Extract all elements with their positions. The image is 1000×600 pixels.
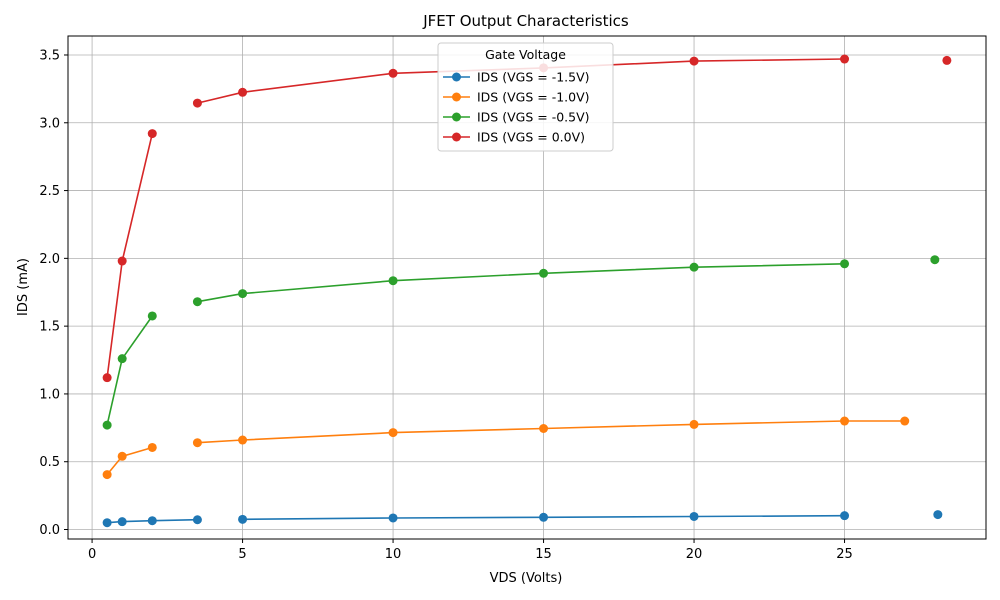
data-point — [192, 297, 202, 307]
x-axis-ticks: 0 5 10 15 20 25 — [88, 539, 853, 562]
plot-series — [102, 54, 952, 528]
data-point — [388, 428, 398, 438]
legend-marker — [452, 92, 461, 102]
series-line — [107, 518, 198, 524]
data-point — [930, 255, 940, 265]
data-point — [147, 442, 157, 452]
x-tick-label: 5 — [238, 547, 246, 562]
legend-title: Gate Voltage — [485, 47, 566, 62]
x-axis-label: VDS (Volts) — [490, 571, 563, 586]
x-tick-label: 15 — [535, 547, 552, 562]
data-point — [238, 87, 248, 97]
legend-entry: IDS (VGS = -1.5V) — [477, 70, 590, 85]
data-point — [388, 276, 398, 286]
data-point — [117, 451, 127, 461]
legend-marker — [452, 132, 461, 142]
data-point — [840, 511, 850, 521]
legend-items: IDS (VGS = -1.5V) IDS (VGS = -1.0V) IDS (V… — [443, 70, 590, 145]
legend-entry: IDS (VGS = 0.0V) — [477, 130, 585, 145]
data-point — [689, 419, 699, 429]
legend: Gate Voltage IDS (VGS = -1.5V)IDS (VGS =… — [437, 42, 614, 152]
y-axis-label: IDS (mA) — [16, 258, 31, 316]
data-point — [942, 55, 952, 65]
data-point — [102, 420, 112, 430]
data-point — [102, 470, 112, 480]
x-tick-label: 20 — [686, 547, 703, 562]
data-point — [192, 98, 202, 108]
data-point — [147, 311, 157, 321]
data-point — [238, 514, 248, 524]
chart-title: JFET Output Characteristics — [422, 12, 629, 30]
series-group — [102, 510, 943, 528]
data-point — [117, 517, 127, 527]
data-point — [840, 259, 850, 269]
series-line — [197, 263, 845, 303]
data-point — [689, 511, 699, 521]
data-point — [689, 262, 699, 272]
data-point — [147, 516, 157, 526]
y-tick-label: 1.5 — [39, 320, 60, 335]
y-tick-label: 1.0 — [39, 387, 60, 402]
data-point — [117, 354, 127, 364]
data-point — [238, 289, 248, 299]
series-group — [102, 255, 940, 430]
y-axis-ticks: 0.0 0.5 1.0 1.5 2.0 2.5 3.0 3.5 — [39, 48, 68, 538]
x-tick-label: 0 — [88, 547, 96, 562]
data-point — [933, 510, 943, 520]
legend-box — [437, 42, 614, 152]
y-tick-label: 0.5 — [39, 455, 60, 470]
x-tick-label: 25 — [836, 547, 853, 562]
data-point — [388, 68, 398, 78]
data-point — [689, 56, 699, 66]
legend-marker — [452, 72, 461, 82]
data-point — [117, 256, 127, 266]
series-line — [106, 446, 153, 476]
legend-entry: IDS (VGS = -0.5V) — [477, 110, 590, 125]
data-point — [147, 129, 157, 139]
data-point — [539, 424, 549, 434]
series-line — [197, 420, 905, 444]
data-point — [192, 438, 202, 448]
legend-entry: IDS (VGS = -1.0V) — [477, 90, 590, 105]
y-tick-label: 2.5 — [39, 184, 60, 199]
series-line — [106, 133, 154, 378]
y-tick-label: 2.0 — [39, 252, 60, 267]
x-tick-label: 10 — [385, 547, 402, 562]
y-tick-label: 0.0 — [39, 523, 60, 538]
data-point — [900, 416, 910, 426]
data-point — [102, 373, 112, 383]
y-tick-label: 3.5 — [39, 48, 60, 63]
data-point — [840, 416, 850, 426]
data-point — [192, 515, 202, 525]
plot-frame — [67, 35, 987, 540]
data-point — [539, 268, 549, 278]
series-line — [106, 315, 153, 426]
data-point — [102, 518, 112, 528]
data-point — [539, 512, 549, 522]
data-point — [840, 54, 850, 64]
series-group — [102, 416, 910, 480]
y-tick-label: 3.0 — [39, 116, 60, 131]
data-point — [238, 435, 248, 445]
legend-marker — [452, 112, 461, 122]
data-point — [388, 513, 398, 523]
